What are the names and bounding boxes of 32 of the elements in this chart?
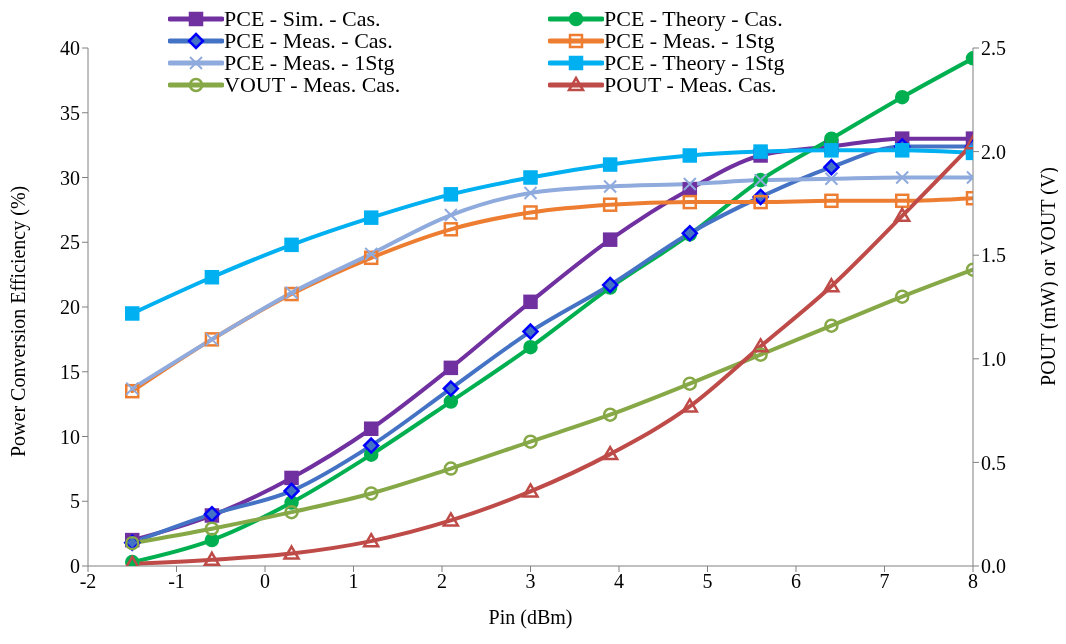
y2-tick-label: 0.5 xyxy=(981,451,1006,474)
x-tick-label: 2 xyxy=(437,570,447,593)
x-tick-label: 5 xyxy=(702,570,713,593)
x-tick-label: 7 xyxy=(879,570,890,593)
y2-tick-label: 2.5 xyxy=(981,37,1006,60)
y-tick-label: 40 xyxy=(60,37,80,60)
y-tick-label: 5 xyxy=(70,490,80,513)
y-tick-label: 0 xyxy=(70,555,80,578)
x-axis-title: Pin (dBm) xyxy=(488,606,573,629)
x-tick-label: 4 xyxy=(614,570,624,593)
legend-label: PCE - Meas. - Cas. xyxy=(224,28,393,53)
y2-tick-label: 1.5 xyxy=(981,244,1006,267)
x-tick-label: 6 xyxy=(791,570,801,593)
x-tick-label: 3 xyxy=(525,570,536,593)
y2-tick-label: 0.0 xyxy=(981,555,1006,578)
y2-tick-label: 1.0 xyxy=(981,347,1006,370)
y-tick-label: 35 xyxy=(60,101,80,124)
y-tick-label: 20 xyxy=(60,296,80,319)
x-tick-label: 1 xyxy=(348,570,359,593)
y-tick-label: 25 xyxy=(60,231,80,254)
x-tick-label: 8 xyxy=(968,570,978,593)
y-tick-label: 10 xyxy=(60,425,80,448)
y2-tick-label: 2.0 xyxy=(981,140,1006,163)
legend-label: PCE - Theory - Cas. xyxy=(604,6,783,31)
legend-label: PCE - Sim. - Cas. xyxy=(224,6,381,31)
legend-label: PCE - Meas. - 1Stg xyxy=(224,50,395,75)
x-tick-label: -1 xyxy=(168,570,185,593)
x-tick-label: 0 xyxy=(260,570,270,593)
x-tick-label: -2 xyxy=(79,570,97,593)
y-tick-label: 30 xyxy=(60,166,80,189)
y-tick-label: 15 xyxy=(60,360,80,383)
y-axis-title: Power Conversion Efficiency (%) xyxy=(7,185,31,457)
